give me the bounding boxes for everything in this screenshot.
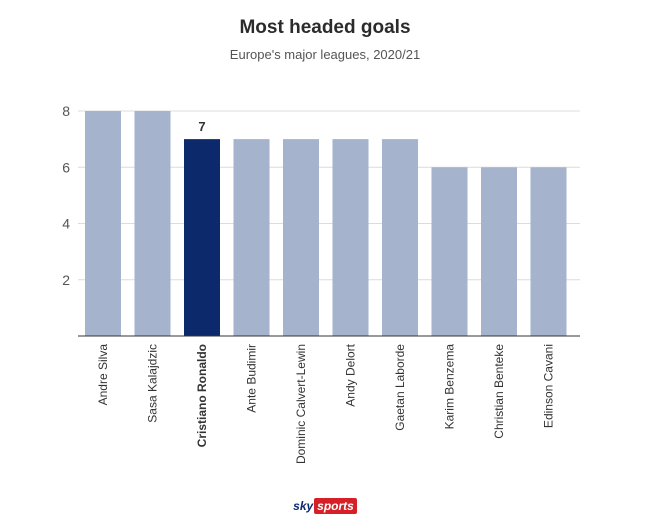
x-tick-label: Edinson Cavani: [542, 344, 556, 428]
bar-chart: 2 4 6 8 Andre Silva Sasa Kalajdzic 7 Cristiano …: [62, 103, 580, 464]
chart-subtitle: Europe's major leagues, 2020/21: [229, 47, 421, 62]
y-tick-label: 8: [62, 103, 70, 119]
x-tick-label: Sasa Kalajdzic: [146, 344, 160, 423]
sky-sports-logo: sky sports: [0, 498, 650, 514]
x-tick-label: Ante Budimir: [245, 344, 259, 413]
x-tick-label: Christian Benteke: [492, 344, 506, 439]
bar: [481, 167, 517, 336]
bar: [530, 167, 567, 336]
x-tick-label: Karim Benzema: [443, 344, 457, 430]
logo-sports-text: sports: [314, 498, 357, 514]
x-tick-label: Dominic Calvert-Lewin: [294, 344, 308, 464]
bar: [283, 139, 319, 336]
y-tick-label: 4: [62, 216, 70, 232]
chart-title: Most headed goals: [239, 17, 411, 38]
bar: [431, 167, 468, 336]
y-tick-label: 6: [62, 159, 70, 175]
x-tick-label: Gaetan Laborde: [393, 344, 407, 431]
y-tick-label: 2: [62, 272, 70, 288]
data-label: 7: [198, 119, 205, 134]
x-tick-label: Andy Delort: [344, 343, 358, 406]
bar: [85, 111, 121, 336]
bar: [233, 139, 270, 336]
x-tick-label: Cristiano Ronaldo: [195, 344, 209, 447]
bar: [332, 139, 369, 336]
bar: [134, 111, 171, 336]
logo-sky-text: sky: [293, 499, 314, 513]
bar: [382, 139, 418, 336]
x-tick-label: Andre Silva: [96, 344, 110, 406]
bar: [184, 139, 220, 336]
